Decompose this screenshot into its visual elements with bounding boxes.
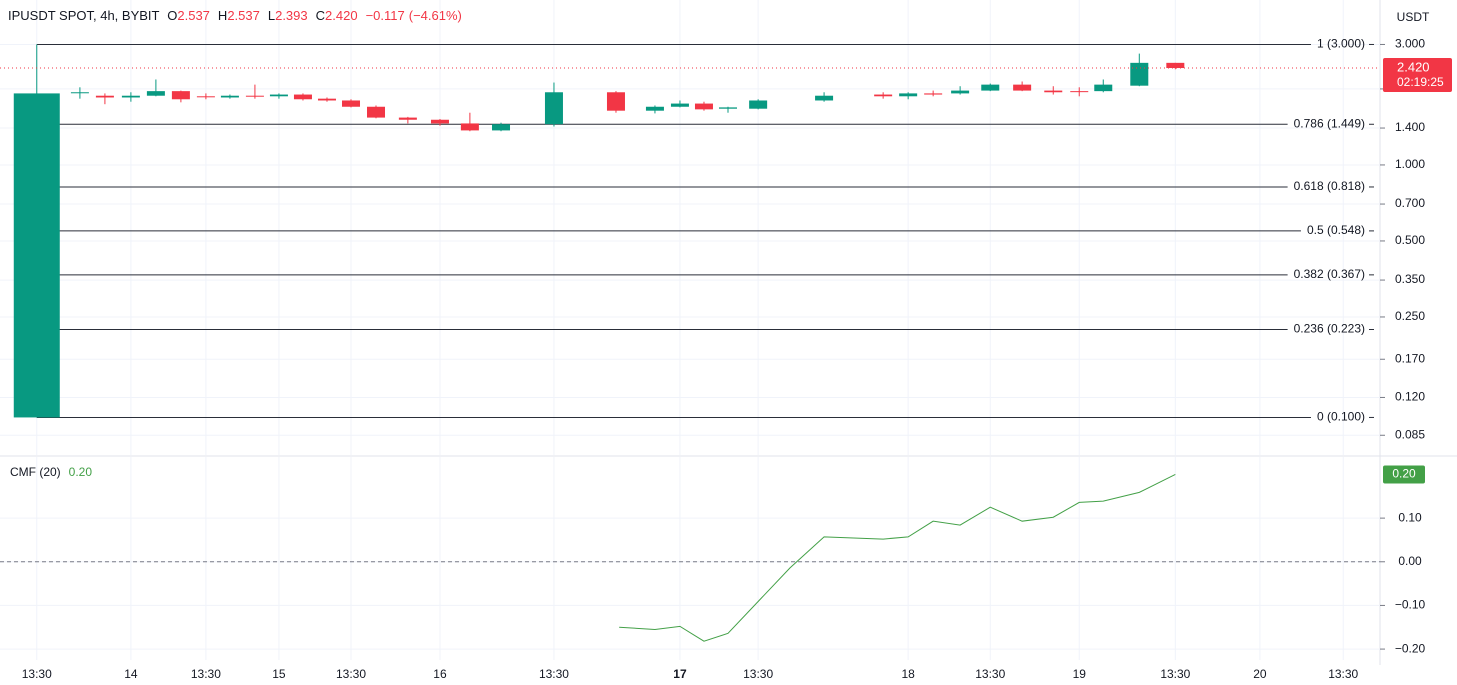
fib-label: 0.618 (0.818) bbox=[1294, 179, 1365, 193]
candle-body bbox=[951, 90, 970, 94]
candle-body bbox=[293, 94, 312, 100]
fib-label: 0.382 (0.367) bbox=[1294, 267, 1365, 281]
candle-body bbox=[430, 119, 449, 124]
fib-label: 0.5 (0.548) bbox=[1307, 223, 1365, 237]
ohlc-value: 2.537 bbox=[177, 8, 210, 23]
candle-body bbox=[1094, 84, 1113, 92]
y-tick-label: 0.250 bbox=[1395, 309, 1425, 323]
candle-body bbox=[245, 95, 264, 97]
candle-body bbox=[645, 106, 664, 111]
candle-body bbox=[196, 96, 215, 98]
y-tick-label: −0.10 bbox=[1395, 598, 1426, 612]
x-tick-label: 20 bbox=[1253, 667, 1267, 681]
candle-body bbox=[121, 95, 140, 98]
fib-label: 0.786 (1.449) bbox=[1294, 116, 1365, 130]
y-tick-label: 0.700 bbox=[1395, 196, 1425, 210]
candle-body bbox=[146, 91, 165, 96]
ohlc-name: C bbox=[316, 8, 325, 23]
x-tick-label: 13:30 bbox=[743, 667, 773, 681]
y-tick-label: 0.500 bbox=[1395, 233, 1425, 247]
x-tick-label: 15 bbox=[272, 667, 286, 681]
candle-body bbox=[718, 107, 737, 109]
candle-body bbox=[342, 100, 361, 107]
y-tick-label: 0.10 bbox=[1398, 510, 1422, 524]
x-tick-label: 13:30 bbox=[1160, 667, 1190, 681]
x-tick-label: 16 bbox=[433, 667, 447, 681]
x-tick-label: 18 bbox=[901, 667, 915, 681]
candle-body bbox=[815, 95, 834, 101]
header: IPUSDT SPOT, 4h, BYBIT O2.537 H2.537 L2.393… bbox=[8, 8, 462, 23]
change: −0.117 bbox=[366, 8, 405, 23]
cmf-line bbox=[619, 474, 1176, 642]
cmf-value: 0.20 bbox=[69, 465, 93, 479]
price-tag bbox=[1383, 58, 1452, 93]
candle-body bbox=[367, 106, 386, 118]
candle-body bbox=[460, 123, 479, 131]
candle-body bbox=[171, 91, 190, 100]
ohlc-name: H bbox=[218, 8, 227, 23]
ohlc-value: 2.393 bbox=[275, 8, 308, 23]
y-tick-label: 0.170 bbox=[1395, 351, 1425, 365]
x-tick-label: 19 bbox=[1073, 667, 1087, 681]
candle-body bbox=[1166, 62, 1185, 69]
price-tag-value: 2.420 bbox=[1397, 59, 1430, 74]
y-tick-label: 0.120 bbox=[1395, 390, 1425, 404]
candle-body bbox=[981, 84, 1000, 91]
x-tick-label: 14 bbox=[124, 667, 138, 681]
y-tick-label: 1.400 bbox=[1395, 120, 1425, 134]
fib-label: 0 (0.100) bbox=[1317, 410, 1365, 424]
ohlc-name: L bbox=[268, 8, 275, 23]
candle-body bbox=[492, 124, 511, 131]
x-tick-label: 13:30 bbox=[336, 667, 366, 681]
countdown: 02:19:25 bbox=[1397, 75, 1444, 89]
ohlc-value: 2.420 bbox=[325, 8, 358, 23]
cmf-legend: CMF (20) 0.20 bbox=[10, 465, 92, 479]
fib-label: 1 (3.000) bbox=[1317, 37, 1365, 51]
candle-body bbox=[874, 94, 893, 97]
cmf-title: CMF (20) bbox=[10, 465, 61, 479]
currency: USDT bbox=[1397, 10, 1430, 24]
candle-body bbox=[1070, 91, 1089, 93]
change-pct: (−4.61%) bbox=[409, 8, 462, 23]
candle-body bbox=[924, 93, 943, 95]
y-tick-label: 1.000 bbox=[1395, 157, 1425, 171]
y-tick-label: 3.000 bbox=[1395, 37, 1425, 51]
y-tick-label: −0.20 bbox=[1395, 641, 1426, 655]
symbol-title: IPUSDT SPOT, 4h, BYBIT bbox=[8, 8, 160, 23]
candle-body bbox=[317, 98, 336, 101]
x-tick-label: 13:30 bbox=[1328, 667, 1358, 681]
candle-body bbox=[70, 92, 89, 94]
y-tick-label: 0.085 bbox=[1395, 427, 1425, 441]
candle-body bbox=[694, 103, 713, 110]
x-tick-label: 13:30 bbox=[191, 667, 221, 681]
candle-body bbox=[220, 95, 239, 98]
x-tick-label: 13:30 bbox=[539, 667, 569, 681]
candle-body bbox=[1044, 90, 1063, 93]
candle-body bbox=[899, 93, 918, 97]
candle-body bbox=[544, 92, 563, 125]
candle-body bbox=[398, 117, 417, 120]
cmf-tag-value: 0.20 bbox=[1392, 467, 1416, 481]
candle-body bbox=[1013, 84, 1032, 91]
x-tick-label: 13:30 bbox=[22, 667, 52, 681]
y-tick-label: 0.350 bbox=[1395, 272, 1425, 286]
ohlc-value: 2.537 bbox=[227, 8, 260, 23]
x-tick-label: 13:30 bbox=[975, 667, 1005, 681]
x-tick-label: 17 bbox=[673, 667, 687, 681]
candle-body bbox=[95, 95, 114, 98]
candle-body bbox=[670, 103, 689, 107]
ohlc-name: O bbox=[167, 8, 177, 23]
y-tick-label: 0.00 bbox=[1398, 554, 1422, 568]
candle-body bbox=[749, 100, 768, 109]
candle-body bbox=[606, 92, 625, 111]
cmf-tag bbox=[1383, 465, 1425, 484]
candle-body bbox=[269, 94, 288, 97]
candle-body bbox=[1130, 62, 1149, 86]
fib-label: 0.236 (0.223) bbox=[1294, 322, 1365, 336]
candle-body bbox=[13, 93, 60, 418]
